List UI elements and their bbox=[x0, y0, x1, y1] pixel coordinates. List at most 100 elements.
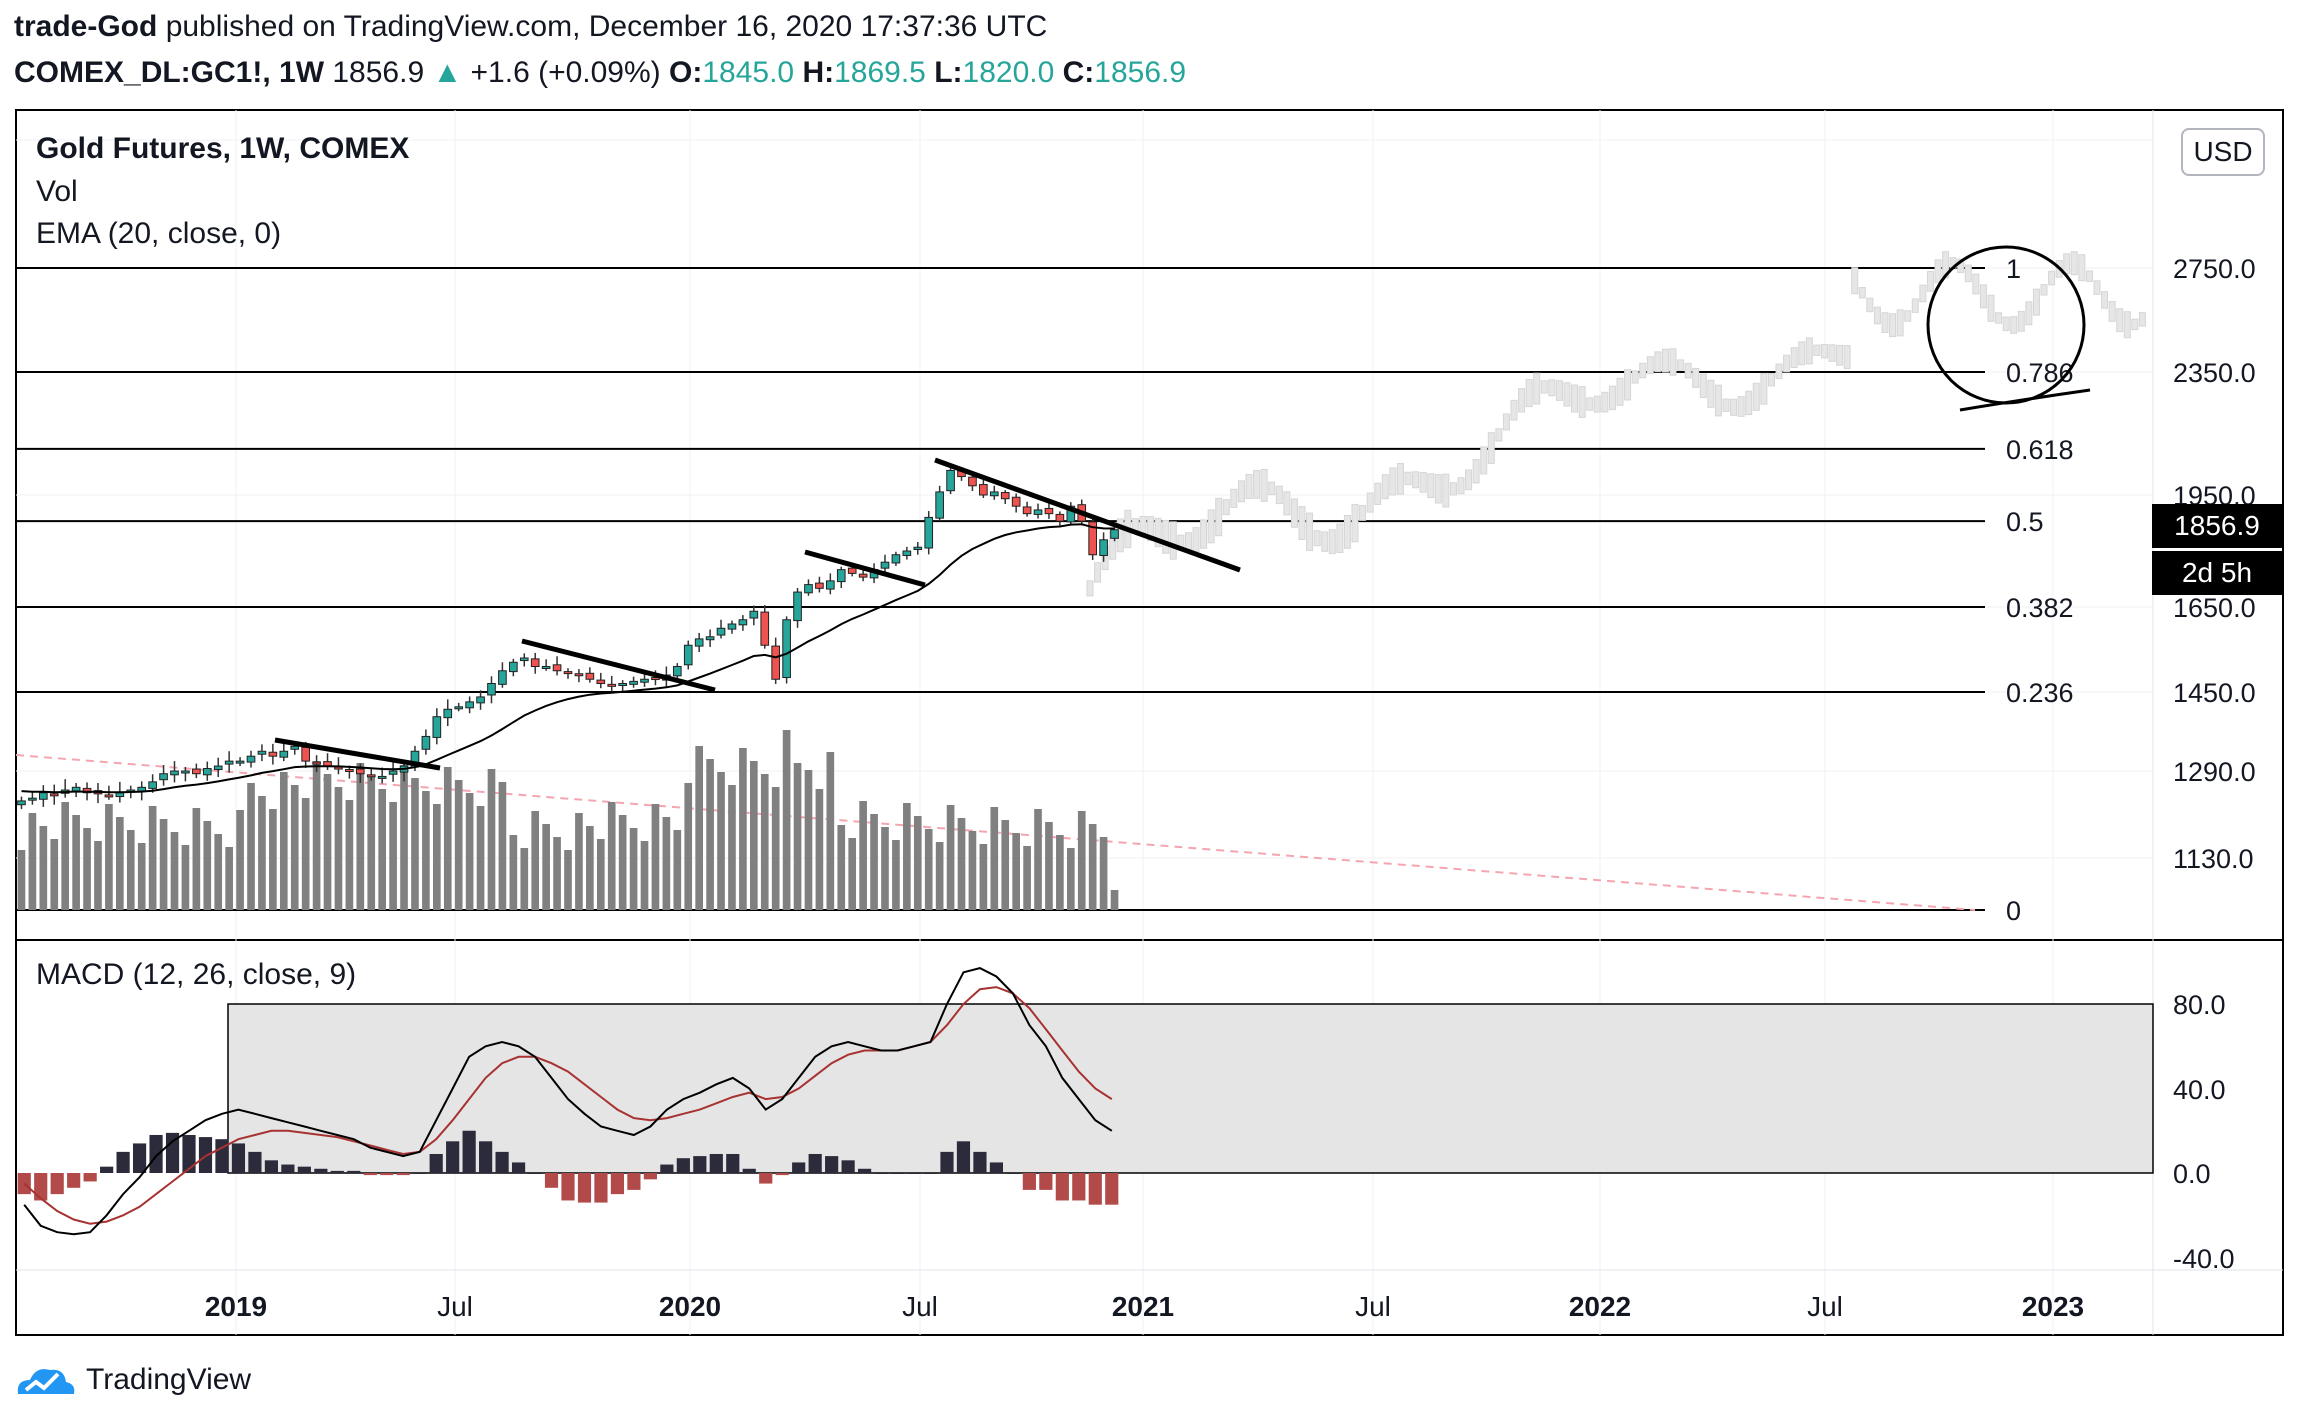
ghost-bar bbox=[1260, 469, 1268, 502]
macd-histogram-bar bbox=[83, 1173, 97, 1182]
candle-body bbox=[159, 773, 168, 781]
candle-body bbox=[683, 644, 693, 666]
ghost-bar bbox=[1313, 530, 1321, 547]
ghost-bar bbox=[1654, 351, 1662, 373]
volume-bar bbox=[760, 774, 769, 910]
volume-bar bbox=[498, 782, 507, 910]
ghost-bar bbox=[1934, 259, 1942, 284]
macd-band bbox=[227, 1003, 2154, 1174]
macd-histogram-bar bbox=[446, 1141, 460, 1173]
volume-bar bbox=[607, 802, 616, 910]
volume-bar bbox=[728, 785, 736, 910]
volume-bar bbox=[1077, 811, 1086, 910]
ghost-bar bbox=[1389, 467, 1397, 496]
currency-badge[interactable]: USD bbox=[2181, 128, 2265, 176]
candle-body bbox=[202, 768, 212, 776]
ghost-bar bbox=[1911, 298, 1919, 313]
candle-body bbox=[290, 745, 300, 750]
candle-body bbox=[148, 781, 157, 789]
ghost-bar bbox=[1533, 372, 1541, 405]
macd-histogram-bar bbox=[231, 1143, 246, 1173]
volume-bar bbox=[673, 830, 682, 910]
ghost-bar bbox=[1253, 470, 1261, 499]
fib-label: 0.382 bbox=[2006, 593, 2074, 623]
ghost-bar bbox=[1465, 469, 1473, 491]
candle-body bbox=[1110, 529, 1119, 539]
candle-body bbox=[1055, 513, 1065, 522]
ghost-bar bbox=[1563, 382, 1571, 407]
volume-bar bbox=[301, 798, 310, 910]
candle-body bbox=[585, 672, 595, 680]
ghost-bar bbox=[1828, 344, 1836, 362]
candle-body bbox=[355, 768, 365, 775]
macd-histogram-bar bbox=[363, 1173, 377, 1176]
macd-histogram-bar bbox=[314, 1168, 328, 1173]
ghost-bar bbox=[2078, 254, 2086, 282]
candle-body bbox=[880, 561, 890, 569]
volume-bar bbox=[957, 818, 966, 910]
volume-bar bbox=[531, 811, 540, 910]
ghost-bar bbox=[1722, 398, 1730, 412]
ghost-bar bbox=[1805, 337, 1813, 365]
ghost-bar bbox=[1502, 413, 1510, 431]
volume-bar bbox=[553, 837, 561, 910]
price-tick-label: 1290.0 bbox=[2173, 757, 2256, 787]
ghost-bar bbox=[1775, 363, 1783, 380]
macd-histogram-bar bbox=[215, 1139, 229, 1173]
volume-bar bbox=[629, 828, 638, 910]
ghost-bar bbox=[1873, 306, 1881, 325]
chart-frame bbox=[15, 109, 2284, 1336]
ghost-bar bbox=[1487, 432, 1495, 464]
volume-bar bbox=[640, 841, 649, 910]
ghost-bar bbox=[1684, 363, 1692, 379]
volume-bar bbox=[247, 783, 255, 910]
macd-histogram-bar bbox=[808, 1153, 822, 1173]
last-price: 1856.9 bbox=[332, 56, 425, 89]
volume-bar bbox=[1034, 809, 1042, 910]
macd-histogram-bar bbox=[759, 1173, 773, 1184]
candle-body bbox=[421, 735, 431, 750]
volume-bar bbox=[717, 772, 725, 910]
macd-histogram-bar bbox=[825, 1156, 839, 1173]
candle-body bbox=[552, 664, 562, 672]
candle-body bbox=[279, 750, 289, 758]
ghost-bar bbox=[1790, 347, 1798, 368]
volume-bar bbox=[487, 769, 496, 910]
macd-histogram-bar bbox=[1006, 1173, 1020, 1174]
candle-body bbox=[509, 661, 518, 673]
volume-bar bbox=[356, 763, 365, 910]
candle-body bbox=[1088, 521, 1097, 556]
ghost-bar bbox=[2123, 311, 2131, 339]
candle-body bbox=[651, 677, 660, 681]
ghost-bar bbox=[1593, 395, 1601, 413]
ghost-bar bbox=[1442, 473, 1450, 508]
ghost-bar bbox=[1586, 397, 1594, 411]
candle-body bbox=[115, 792, 125, 798]
high-value: 1869.5 bbox=[834, 56, 926, 89]
ghost-bar bbox=[1540, 380, 1548, 394]
candle-body bbox=[836, 569, 846, 583]
candle-body bbox=[1000, 492, 1010, 500]
ghost-bar bbox=[1404, 471, 1412, 486]
ghost-bar bbox=[1646, 356, 1654, 375]
candle-body bbox=[847, 567, 857, 574]
volume-bar bbox=[28, 813, 37, 910]
candle-body bbox=[924, 516, 934, 549]
candle-body bbox=[913, 546, 923, 551]
macd-histogram-bar bbox=[1088, 1173, 1102, 1205]
candle-body bbox=[454, 706, 464, 710]
ghost-bar bbox=[1979, 284, 1987, 309]
ghost-bar bbox=[1086, 580, 1094, 597]
ghost-bar bbox=[1245, 473, 1253, 499]
volume-bar bbox=[913, 816, 922, 910]
candle-body bbox=[224, 760, 234, 765]
volume-bar bbox=[586, 826, 594, 910]
volume-bar bbox=[279, 772, 288, 910]
volume-bar bbox=[454, 780, 463, 910]
macd-histogram-bar bbox=[907, 1173, 921, 1174]
footer-brand[interactable]: TradingView bbox=[14, 1360, 251, 1400]
ghost-bar bbox=[1836, 344, 1844, 366]
fib-label: 0 bbox=[2006, 896, 2021, 926]
macd-histogram-bar bbox=[561, 1173, 575, 1201]
